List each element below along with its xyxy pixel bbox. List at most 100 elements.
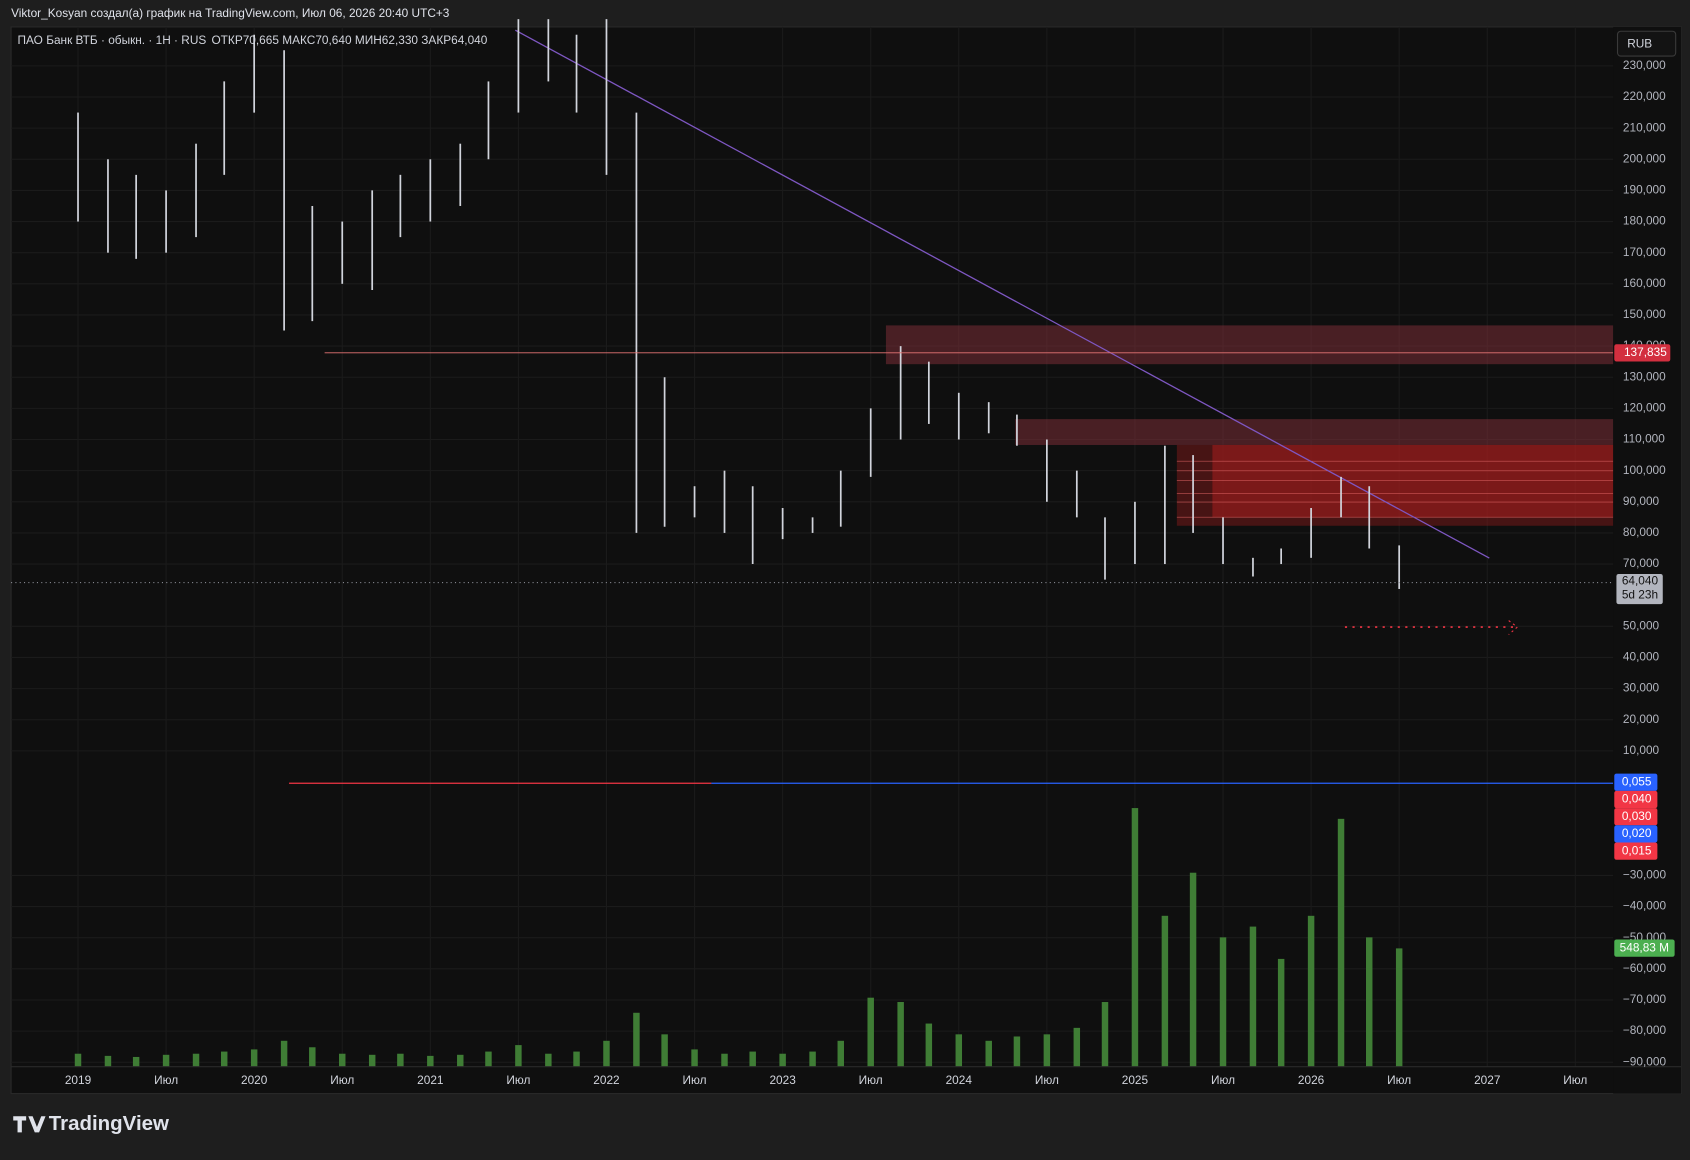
y-tick-label: 90,000 (1623, 494, 1660, 508)
volume-bar (749, 1051, 756, 1067)
last-price-box (1616, 573, 1663, 605)
volume-bar (925, 1023, 933, 1067)
y-tick-label: 220,000 (1623, 89, 1666, 103)
y-tick-label: 100,000 (1623, 463, 1666, 477)
zone (1212, 444, 1614, 518)
volume-bar (1277, 958, 1285, 1067)
volume-bar (661, 1034, 668, 1067)
y-tick-label: 150,000 (1623, 307, 1666, 321)
indicator-label-box (1614, 842, 1658, 860)
indicator-label-box (1614, 790, 1658, 809)
volume-bar (1073, 1027, 1081, 1067)
y-tick-label: 200,000 (1623, 151, 1666, 165)
volume-bar (1395, 948, 1403, 1067)
x-tick-label: Июл (683, 1073, 707, 1087)
zone (1015, 419, 1614, 445)
y-tick-label: 40,000 (1623, 650, 1660, 664)
volume-bar (1307, 915, 1315, 1067)
volume-bar (132, 1056, 140, 1067)
indicator-label: 0,015 (1622, 843, 1652, 857)
x-tick-label: Июл (859, 1073, 883, 1087)
zone-lines (1176, 460, 1614, 518)
indicator-label: 0,020 (1622, 826, 1652, 840)
volume-bar (280, 1040, 288, 1067)
volume-bar (1013, 1036, 1021, 1067)
x-tick-label: Июл (1563, 1073, 1587, 1087)
projection-arrow-head (1508, 620, 1519, 636)
logo-icon (13, 1116, 46, 1133)
y-tick-label: 170,000 (1623, 245, 1666, 259)
volume-label: 548,83 M (1620, 940, 1669, 954)
x-tick-label: 2026 (1298, 1073, 1325, 1087)
volume-bar (1219, 937, 1227, 1067)
axes: −90,000−80,000−70,000−60,000−50,000−40,0… (65, 58, 1667, 1087)
volume-bar (309, 1047, 316, 1067)
x-tick-label: Июл (506, 1073, 530, 1087)
indicator-label-box (1614, 808, 1658, 826)
currency-button[interactable] (1616, 30, 1677, 57)
indicator-label: 0,040 (1622, 792, 1652, 806)
ohlc-legend: ОТКР70,665 МАКС70,640 МИН62,330 ЗАКР64,0… (211, 33, 487, 47)
volume-bar (339, 1053, 346, 1067)
y-tick-label: −70,000 (1623, 992, 1667, 1006)
x-tick-label: Июл (1211, 1073, 1235, 1087)
indicator-label-box (1614, 825, 1658, 843)
volume-bar (1101, 1002, 1109, 1067)
y-tick-label: 160,000 (1623, 276, 1666, 290)
y-tick-label: 230,000 (1623, 58, 1666, 72)
volume-bar (397, 1053, 404, 1067)
volume-bar (837, 1040, 844, 1067)
volume-bar (74, 1053, 82, 1067)
y-tick-label: −30,000 (1623, 868, 1667, 882)
trend-line (514, 29, 1490, 559)
volume-bar (809, 1051, 816, 1067)
chart-pane (10, 26, 1682, 1095)
y-tick-label: 30,000 (1623, 681, 1660, 695)
volume-bar (368, 1054, 376, 1067)
volume-bar (250, 1049, 258, 1067)
volume-bar (633, 1012, 640, 1067)
x-tick-label: 2021 (417, 1073, 444, 1087)
symbol-title: ПАО Банк ВТБ · обыкн. · 1Н · RUS (18, 33, 207, 47)
x-tick-label: Июл (1387, 1073, 1411, 1087)
x-tick-label: Июл (330, 1073, 354, 1087)
x-tick-label: 2025 (1122, 1073, 1149, 1087)
volume-bar (897, 1002, 904, 1067)
volume-bar (603, 1040, 610, 1067)
volume-bar (162, 1054, 170, 1067)
volume-bar (104, 1055, 112, 1067)
volume-bar (1131, 808, 1139, 1067)
volume-bar (192, 1053, 200, 1067)
level-label: 137,835 (1624, 345, 1667, 359)
y-tick-label: 20,000 (1623, 712, 1660, 726)
x-tick-label: 2027 (1474, 1073, 1500, 1087)
currency[interactable]: RUB (1627, 36, 1652, 50)
volume-bar (867, 997, 874, 1067)
volume-bar (1189, 872, 1197, 1067)
x-tick-label: 2022 (593, 1073, 619, 1087)
volume-bar (1161, 915, 1169, 1067)
volume-bar (1365, 937, 1373, 1067)
y-tick-label: 70,000 (1623, 556, 1660, 570)
x-tick-label: 2019 (65, 1073, 92, 1087)
y-tick-label: 120,000 (1623, 400, 1666, 414)
volume-bar (691, 1049, 698, 1067)
y-tick-label: 50,000 (1623, 618, 1660, 632)
volume-bar (515, 1045, 522, 1067)
x-tick-label: 2024 (946, 1073, 973, 1087)
y-tick-label: 110,000 (1623, 432, 1665, 446)
zone (885, 325, 1614, 365)
volume-bar (1043, 1034, 1051, 1067)
volume-bar (545, 1053, 552, 1067)
y-tick-label: 210,000 (1623, 120, 1666, 134)
x-tick-label: Июл (154, 1073, 178, 1087)
volume-bar (721, 1053, 728, 1067)
volume-bar (955, 1034, 963, 1067)
volume-bar (985, 1040, 992, 1067)
volume-bar (427, 1055, 434, 1067)
indicator-label: 0,030 (1622, 809, 1652, 823)
y-tick-label: −60,000 (1623, 961, 1667, 975)
